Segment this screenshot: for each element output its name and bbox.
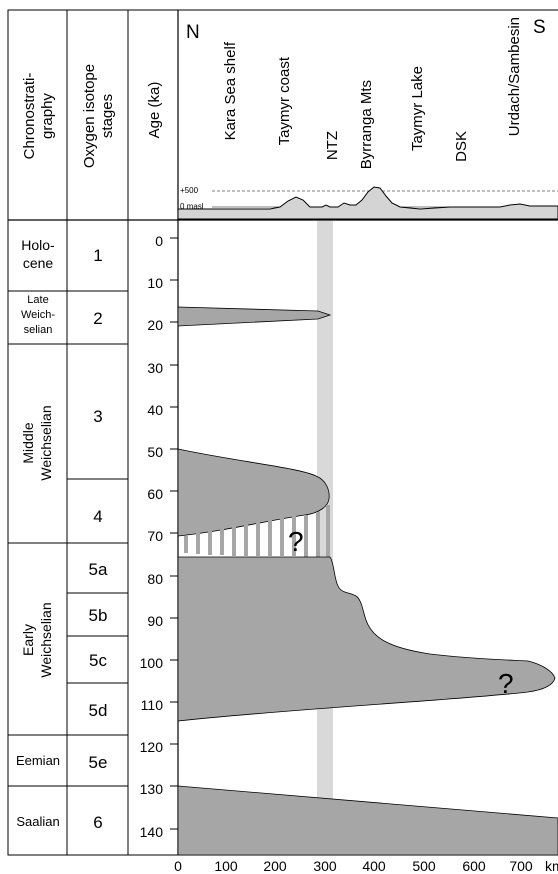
distance-unit: km xyxy=(545,858,558,874)
distance-tick-0: 0 xyxy=(174,858,182,874)
distance-tick-500: 500 xyxy=(412,858,436,874)
age-tick-label-120: 120 xyxy=(140,739,164,755)
chrono-late-weichselian-line2: Weich- xyxy=(21,309,55,321)
chrono-boundaries xyxy=(8,290,128,787)
chrono-middle-weichselian-line2: Weichselian xyxy=(38,405,54,480)
stage-4: 4 xyxy=(93,507,102,526)
location-ntz: NTZ xyxy=(324,131,341,160)
age-tick-label-110: 110 xyxy=(141,697,164,713)
distance-tick-600: 600 xyxy=(462,858,486,874)
chronostratigraphy-header-line1: Chronostrati- xyxy=(21,73,38,160)
ice-extents xyxy=(177,306,558,856)
distance-tick-300: 300 xyxy=(313,858,337,874)
age-tick-label-60: 60 xyxy=(147,486,163,502)
stage-1: 1 xyxy=(93,246,102,265)
distance-tick-100: 100 xyxy=(214,858,238,874)
chrono-late-weichselian-line1: Late xyxy=(27,294,48,306)
profile-500m-label: +500 xyxy=(180,186,199,195)
question-mark-hatch-zone: ? xyxy=(288,526,304,557)
location-taymyr-lake: Taymyr Lake xyxy=(409,66,426,151)
location-labels: Kara Sea shelf Taymyr coast NTZ Byrranga… xyxy=(222,17,523,169)
distance-tick-700: 700 xyxy=(509,858,533,874)
age-tick-label-80: 80 xyxy=(147,571,163,587)
ice-extent-late-weichselian xyxy=(177,306,332,327)
profile-fill xyxy=(177,186,558,220)
isotope-header-line2: stages xyxy=(99,94,116,138)
topographic-profile: +500 0 masl xyxy=(177,186,558,220)
isotope-boundaries xyxy=(67,478,128,684)
chrono-saalian: Saalian xyxy=(16,814,59,829)
location-dsk: DSK xyxy=(453,131,470,162)
stage-5a: 5a xyxy=(89,560,108,579)
south-label: S xyxy=(533,17,546,38)
age-tick-label-130: 130 xyxy=(140,781,164,797)
ice-extent-early-weichselian xyxy=(177,556,556,722)
age-tick-label-40: 40 xyxy=(147,402,163,418)
stage-5c: 5c xyxy=(89,651,107,670)
stage-5e: 5e xyxy=(89,753,108,772)
chrono-middle-weichselian-line1: Middle xyxy=(20,422,36,463)
question-mark-east: ? xyxy=(498,668,514,699)
location-byrranga-mts: Byrranga Mts xyxy=(358,80,375,169)
stage-6: 6 xyxy=(93,813,102,832)
age-header: Age (ka) xyxy=(146,82,163,139)
distance-tick-400: 400 xyxy=(362,858,386,874)
stage-3: 3 xyxy=(93,407,102,426)
chrono-early-weichselian-line2: Weichselian xyxy=(38,602,54,677)
location-taymyr-coast: Taymyr coast xyxy=(276,56,293,145)
distance-axis: 0 100 200 300 400 500 600 700 km xyxy=(174,858,558,874)
north-label: N xyxy=(186,22,200,43)
age-tick-label-100: 100 xyxy=(140,655,164,671)
chrono-late-weichselian-line3: selian xyxy=(24,324,53,336)
age-tick-label-140: 140 xyxy=(140,824,164,840)
stage-2: 2 xyxy=(93,309,102,328)
chrono-holocene-line1: Holo- xyxy=(21,237,55,253)
age-tick-label-90: 90 xyxy=(147,613,163,629)
age-tick-label-50: 50 xyxy=(147,444,163,460)
stage-5b: 5b xyxy=(89,606,108,625)
age-tick-label-20: 20 xyxy=(147,317,163,333)
uncertain-hatch-zone xyxy=(184,505,330,557)
location-urdach-sambesin: Urdach/Sambesin xyxy=(506,17,523,136)
location-kara-sea-shelf: Kara Sea shelf xyxy=(222,41,239,140)
age-tick-label-0: 0 xyxy=(155,233,163,249)
ice-extent-saalian xyxy=(177,785,558,856)
isotope-header-line1: Oxygen isotope xyxy=(81,64,98,168)
profile-0m-label: 0 masl xyxy=(180,202,204,211)
chrono-holocene-line2: cene xyxy=(23,255,54,271)
distance-tick-200: 200 xyxy=(263,858,287,874)
stage-5d: 5d xyxy=(89,701,108,720)
age-axis: 0 10 20 30 40 50 60 70 80 90 100 110 120… xyxy=(140,233,178,840)
age-tick-label-10: 10 xyxy=(147,275,163,291)
chrono-eemian: Eemian xyxy=(16,753,60,768)
age-tick-label-30: 30 xyxy=(147,360,163,376)
chrono-early-weichselian-line1: Early xyxy=(20,624,36,656)
chronostratigraphy-header-line2: graphy xyxy=(39,93,56,139)
age-tick-label-70: 70 xyxy=(147,528,163,544)
